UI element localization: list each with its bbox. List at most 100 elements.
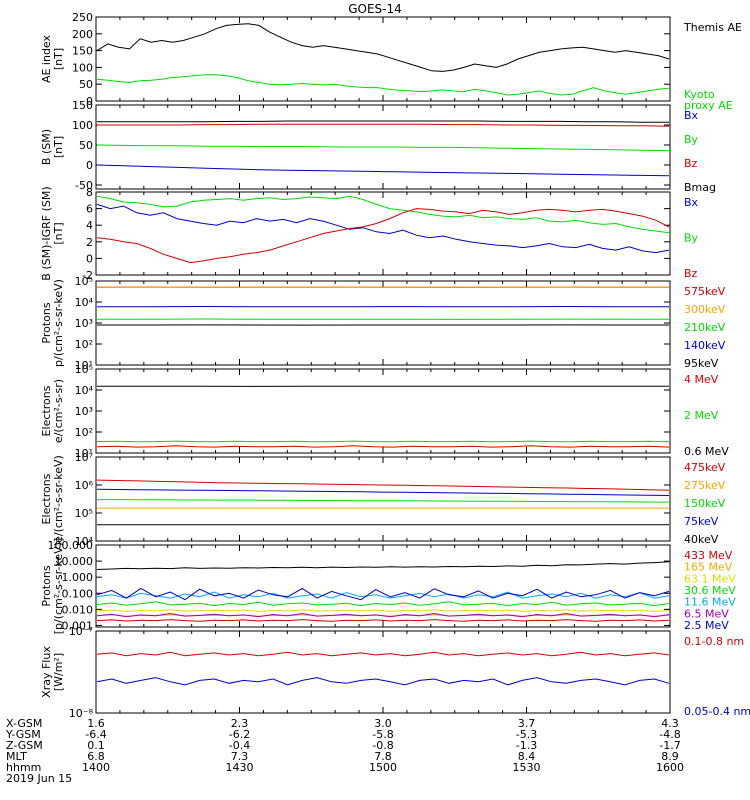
y-tick-label: 150 [72,99,93,112]
y-axis-label: B (SM)-IGRF (SM) [40,186,53,280]
x-axis-tick-label: 8.9 [661,750,679,763]
y-axis-label: p/(cm²-s-sr-keV) [52,279,65,367]
plot-frame [95,544,671,628]
legend-entry: 300keV [684,303,726,316]
y-axis-label: e/(cm²-s-sr) [52,379,65,443]
y-tick-label: 10⁻⁷ [69,625,93,638]
y-tick-label: 250 [72,11,93,24]
legend-entry: By [684,133,699,146]
y-axis-label: e/(cm²-s-sr-keV) [52,455,65,543]
x-axis-tick-label: 1600 [656,761,684,774]
series-line-unlabeled [96,561,670,570]
y-tick-label: 2 [86,236,93,249]
x-axis-tick-label: 1500 [369,761,397,774]
legend-entry: 150keV [684,497,726,510]
legend-entry: 475keV [684,461,726,474]
y-tick-label: 0.010 [62,603,94,616]
y-tick-label: 0 [86,252,93,265]
x-axis-tick-label: -0.4 [229,739,250,752]
y-axis-label: [W/m²] [52,653,65,691]
legend-entry: 275keV [684,479,726,492]
legend-entry: 40keV [684,533,719,546]
legend-entry: 4 MeV [684,373,719,386]
y-tick-label: 6 [86,203,93,216]
x-axis-tick-label: 1.6 [87,717,105,730]
y-tick-label: 0.001 [62,619,94,632]
y-tick-label: 100.000 [48,539,94,552]
series-line-6-5-mev [96,612,670,618]
legend-entry: Themis AE [683,21,742,34]
series-line-2-5-mev [96,587,670,601]
x-axis-tick-label: 3.7 [518,717,536,730]
plot-frame [95,630,671,714]
series-line-bmag [97,120,669,123]
panel-protons-low: 10¹ 10² 10³ 10⁴ 10⁵ Protons p/(cm²-s-sr-keV) 57… [40,275,726,372]
x-axis-tick-label: -4.8 [659,728,680,741]
y-tick-label: 10⁴ [75,384,94,397]
x-axis-date: 2019 Jun 15 [6,772,72,785]
y-tick-label: 10⁶ [75,479,94,492]
y-axis-label: Electrons [40,473,53,524]
x-axis-tick-label: 7.8 [374,750,392,763]
y-tick-label: 10⁴ [75,535,94,548]
x-axis-tick-label: 1530 [513,761,541,774]
y-tick-label: 10⁵ [75,363,93,376]
series-line-4-mev [96,445,670,448]
y-axis-label: Protons [40,302,53,343]
y-tick-label: 150 [72,45,93,58]
y-tick-label: 10¹ [75,447,93,460]
y-tick-label: 4 [86,219,93,232]
legend-entry: 2.5 MeV [684,619,729,632]
y-tick-label: 10⁴ [75,296,94,309]
y-axis-label: [nT] [52,48,65,70]
x-axis-tick-label: -5.3 [516,728,537,741]
panel-bigrf: -2 0 2 4 6 8 B (SM)-IGRF (SM) [nT] Bx By Bz [40,186,699,282]
x-axis-row-label: MLT [6,750,27,763]
panel-electrons-kev: 10⁴ 10⁵ 10⁶ 10⁷ Electrons e/(cm²-s-sr-keV) 475… [40,451,726,548]
legend-entry: 63.1 MeV [684,572,736,585]
series-line-themis-ae [96,23,670,72]
y-axis-label: [nT] [52,136,65,158]
series-line-11-6-mev [96,591,670,599]
legend-entry: 6.5 MeV [684,607,729,620]
legend-entry: 30.6 MeV [684,584,736,597]
y-tick-label: 10² [75,426,93,439]
series-line-by [96,144,670,152]
series-line-30-6-mev [96,601,670,607]
x-axis-row-label: Y-GSM [5,728,41,741]
y-tick-label: 50 [79,78,93,91]
series-line-433-mev [96,619,670,622]
y-tick-label: 50 [79,139,93,152]
y-tick-label: 0 [86,95,93,108]
x-axis-tick-label: -0.8 [372,739,393,752]
series-line-2-mev [96,440,670,443]
legend-entry: 575keV [684,285,726,298]
legend-entry: Bz [684,267,698,280]
legend-entry: 140keV [684,339,726,352]
x-axis-tick-label: -1.3 [516,739,537,752]
series-line-bx [96,203,670,254]
x-axis-tick-label: 4.3 [661,717,679,730]
x-axis-row-label: hhmm [6,761,41,774]
legend-entry: 11.6 MeV [684,596,736,609]
y-tick-label: 100 [72,119,93,132]
chart-title: GOES-14 [348,2,402,16]
y-tick-label: 200 [72,28,93,41]
y-axis-label: B (SM) [40,129,53,165]
legend-entry: 0.05-0.4 nm [684,705,750,718]
y-axis-label: [p/(cm²-s-sr-keV)] [52,538,65,635]
x-axis-tick-label: -1.7 [659,739,680,752]
series-line-bx [96,164,670,177]
x-axis-tick-label: 6.8 [87,750,105,763]
legend-entry: 95keV [684,357,719,370]
series-line-by [96,195,670,234]
legend-entry: 210keV [684,321,726,334]
x-axis-tick-label: -6.2 [229,728,250,741]
y-tick-label: 10⁷ [75,451,93,464]
panel-electrons-mev: 10¹ 10² 10³ 10⁴ 10⁵ Electrons e/(cm²-s-sr) 4 Me… [40,363,729,460]
legend-entry: 0.6 MeV [684,445,729,458]
legend-entry: Bz [684,157,698,170]
legend-entry: 2 MeV [684,409,719,422]
y-tick-label: 0.100 [62,587,94,600]
y-tick-label: 0 [86,159,93,172]
